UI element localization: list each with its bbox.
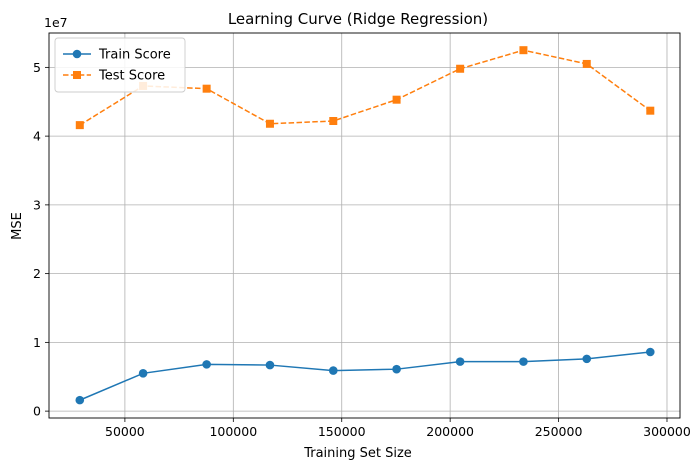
test-score-point [265,119,274,128]
x-tick-label: 200000 [426,424,474,439]
y-tick-label: 3 [33,197,41,212]
train-score-point [138,369,148,378]
x-tick-label: 300000 [643,424,690,439]
test-score-point [329,117,338,125]
train-score-point [455,357,465,366]
y-tick-label: 2 [33,266,41,281]
test-score-point [202,84,211,93]
train-score-point [75,395,85,405]
y-tick-label: 0 [33,404,41,419]
train-score-series [75,347,655,405]
train-score-line [79,351,651,401]
y-tick-label: 5 [33,60,41,75]
legend-test-score-marker [73,71,81,79]
train-score-point [202,360,211,369]
train-score-point [328,366,338,375]
y-tick-label: 1 [33,335,41,350]
legend-test-score-label: Test Score [98,69,165,84]
x-tick-label: 50000 [105,424,145,439]
x-axis-ticks: 50000 100000 150000 200000 250000 300000 [105,418,690,439]
test-score-point [646,106,655,115]
train-score-point [582,354,592,364]
legend-box [54,37,186,93]
train-score-point [645,347,655,357]
test-score-point [392,95,401,104]
y-axis-label: MSE [10,212,25,240]
train-score-point [265,360,275,370]
test-score-point [582,59,591,68]
train-score-point [519,357,528,366]
x-tick-label: 100000 [209,424,257,439]
y-tick-label: 4 [33,129,41,144]
train-score-point [392,364,401,374]
legend-train-score-label: Train Score [98,48,171,63]
test-score-point [75,121,84,130]
x-tick-label: 150000 [318,424,366,439]
y-axis-ticks: 0 1 2 3 4 5 [33,60,49,419]
legend: Train Score Test Score [54,37,186,93]
test-score-point [456,64,465,73]
y-axis-scale-label: 1e7 [44,15,68,30]
legend-train-score-marker [72,49,82,59]
chart-title: Learning Curve (Ridge Regression) [228,10,488,28]
x-tick-label: 250000 [535,424,583,439]
test-score-point [519,46,528,55]
grid-lines [49,33,680,418]
plot-area-frame [48,32,681,419]
x-axis-label: Training Set Size [303,446,412,461]
